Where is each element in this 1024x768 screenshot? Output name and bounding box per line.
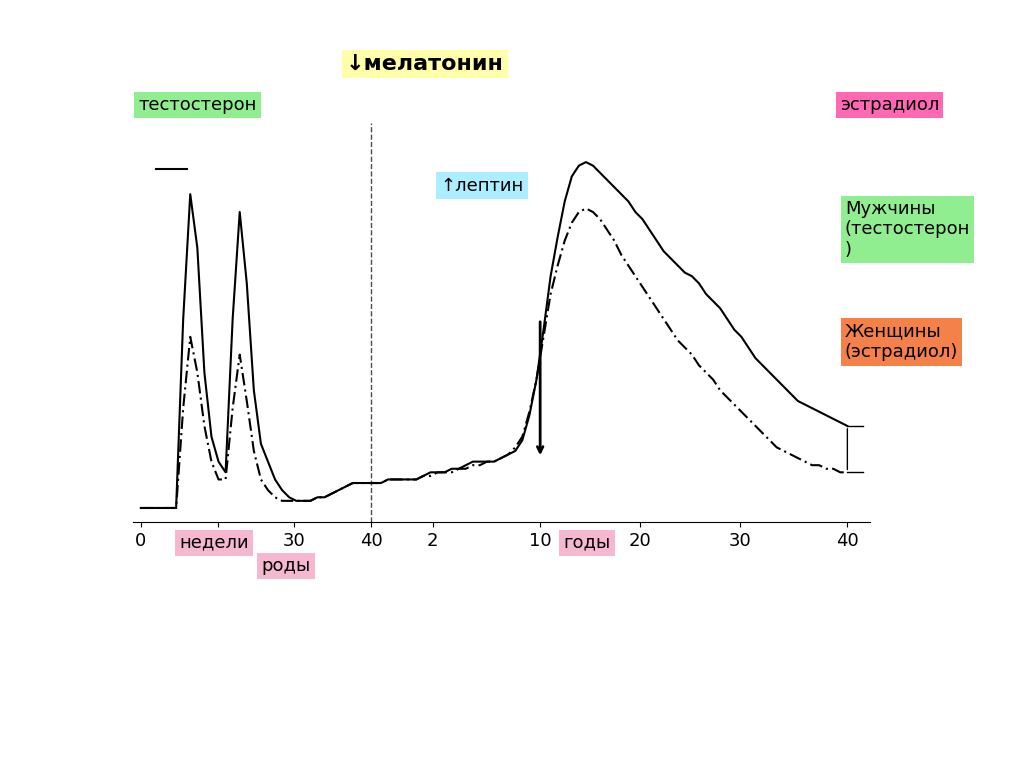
Text: ↑лептин: ↑лептин <box>440 177 523 194</box>
Text: Женщины
(эстрадиол): Женщины (эстрадиол) <box>845 323 958 362</box>
Text: ↓мелатонин: ↓мелатонин <box>346 54 504 74</box>
Text: Мужчины
(тестостерон
): Мужчины (тестостерон ) <box>845 200 970 260</box>
Text: годы: годы <box>563 534 610 551</box>
Text: тестостерон: тестостерон <box>138 96 257 114</box>
Text: эстрадиол: эстрадиол <box>840 96 939 114</box>
Text: недели: недели <box>179 534 249 551</box>
Text: Динамика продукции половых гормонов в развитии человека: Динамика продукции половых гормонов в ра… <box>12 703 1012 733</box>
Text: роды: роды <box>261 557 310 574</box>
